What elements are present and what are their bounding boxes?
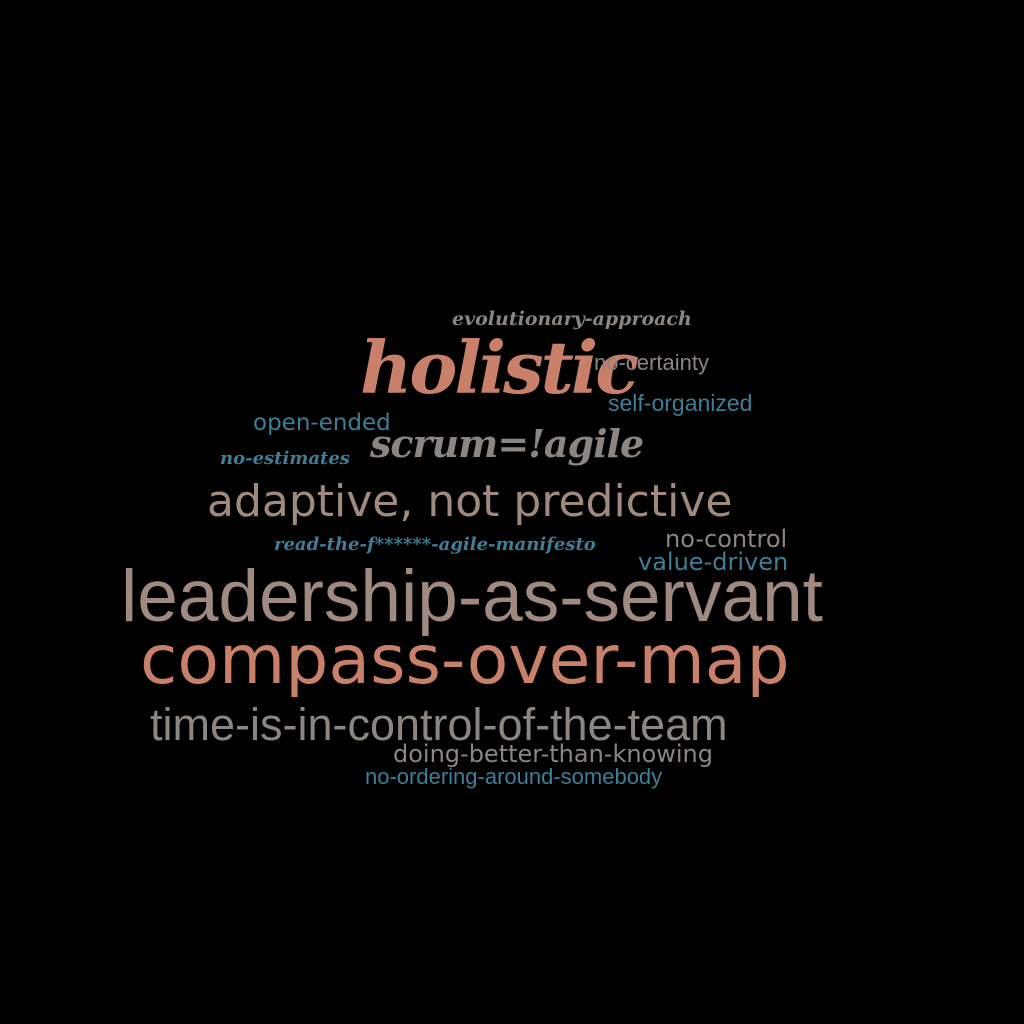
word-compass-over-map: compass-over-map [140,621,790,700]
word-leadership-as-servant: leadership-as-servant [121,556,823,637]
word-no-estimates: no-estimates [220,448,350,469]
word-evolutionary-approach: evolutionary-approach [452,308,692,330]
word-no-certainty: no-certainty [594,350,709,375]
word-read-the-agile-manifesto: read-the-f******-agile-manifesto [274,534,596,555]
word-scrum-not-agile: scrum=!agile [370,421,644,466]
word-holistic: holistic [360,325,639,410]
word-self-organized: self-organized [608,390,753,416]
word-adaptive-not-predictive: adaptive, not predictive [207,476,733,527]
word-no-control: no-control [665,525,788,553]
word-doing-better-than-knowing: doing-better-than-knowing [393,740,714,768]
word-value-driven: value-driven [638,548,789,576]
word-open-ended: open-ended [253,410,391,436]
word-no-ordering-around-somebody: no-ordering-around-somebody [365,764,663,789]
word-time-is-in-control-of-the-team: time-is-in-control-of-the-team [150,699,728,750]
